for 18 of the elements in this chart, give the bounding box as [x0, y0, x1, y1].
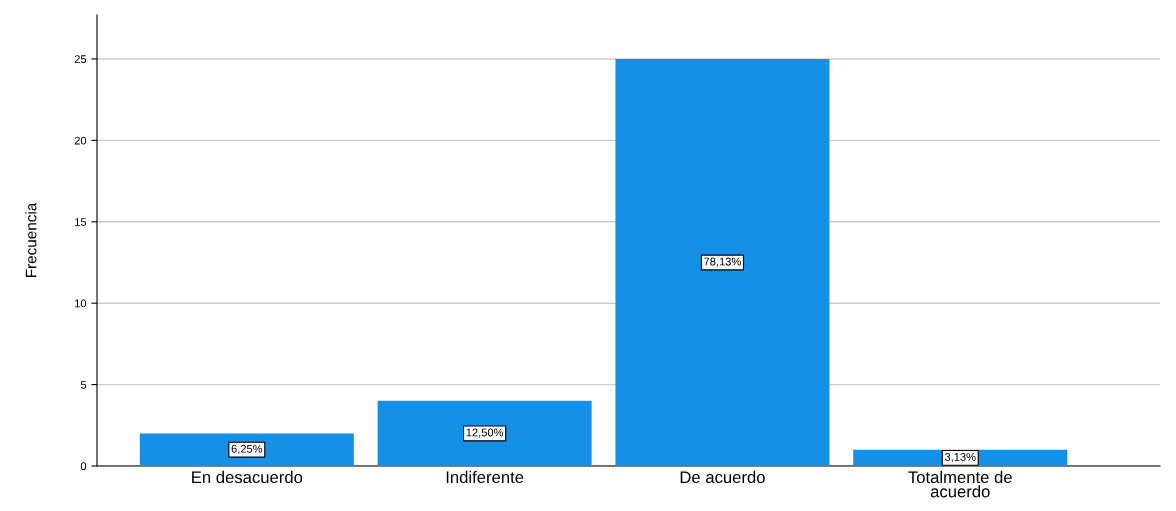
- x-tick-label: De acuerdo: [680, 470, 765, 484]
- x-tick-label: En desacuerdo: [192, 470, 303, 484]
- annotation: 12,50%: [466, 428, 504, 438]
- annotation: 6,25%: [231, 444, 263, 455]
- x-tick-label: Totalmente de acuerdo: [908, 470, 1012, 498]
- annotation: 3,13%: [944, 452, 976, 463]
- bar: [615, 58, 830, 466]
- y-tick-label: 20: [74, 136, 87, 145]
- y-tick-label: 0: [80, 462, 87, 471]
- y-tick-label: 5: [80, 380, 87, 389]
- x-tick-label: Indiferente: [446, 470, 524, 484]
- y-tick-label: 10: [75, 299, 87, 308]
- y-tick-label: 25: [74, 55, 87, 64]
- annotation: 78,13%: [704, 257, 741, 267]
- y-axis-title: Frecuencia: [25, 202, 37, 278]
- bar: [139, 433, 354, 466]
- bar: [377, 400, 592, 466]
- y-tick-label: 15: [75, 218, 87, 226]
